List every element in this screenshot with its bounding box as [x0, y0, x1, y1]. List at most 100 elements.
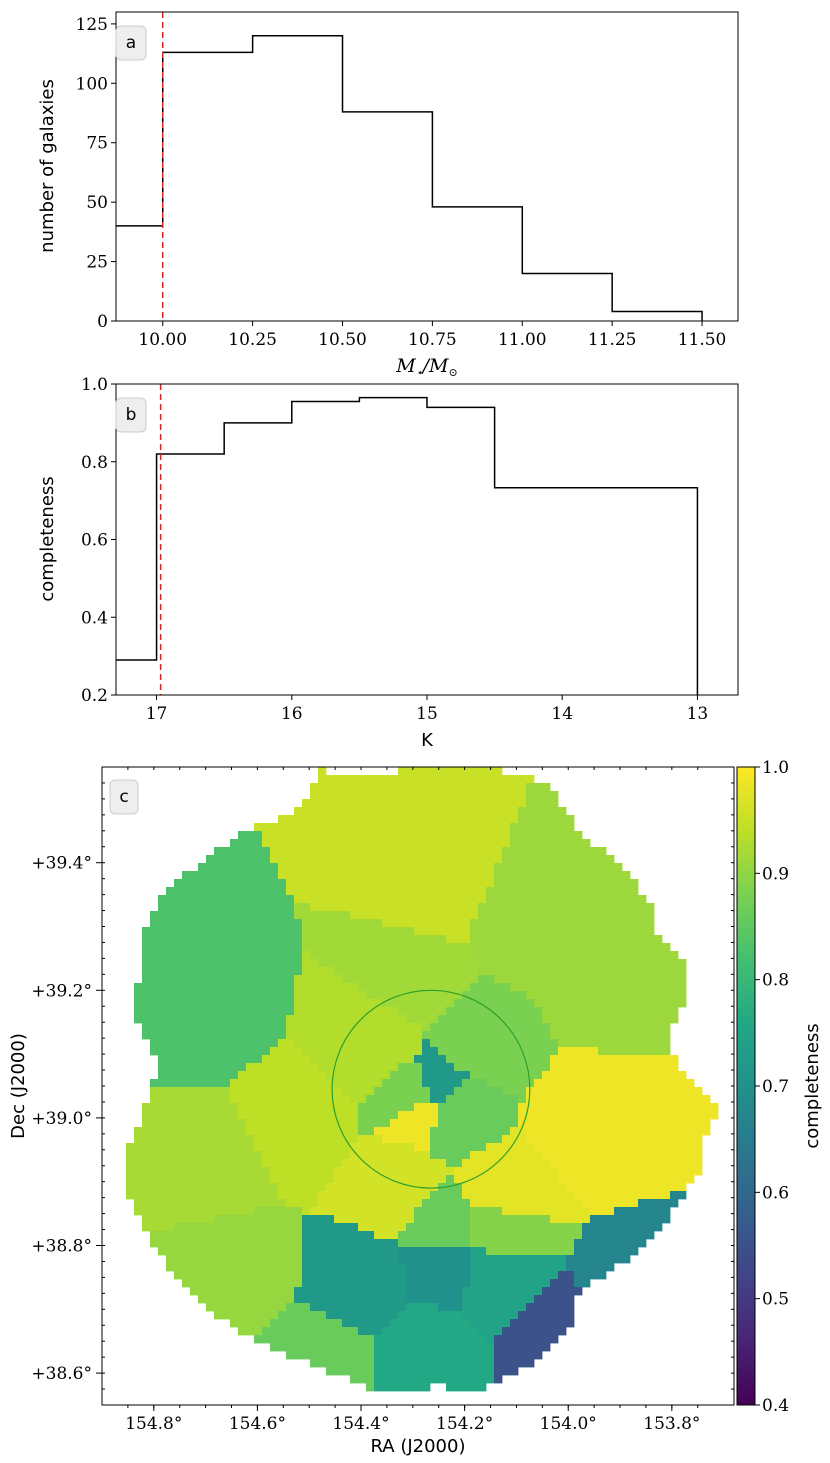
map-cell	[390, 1127, 399, 1136]
map-cell	[310, 823, 319, 832]
panel-b-ylabel: completeness	[37, 476, 58, 601]
map-cell	[374, 823, 383, 832]
map-cell	[670, 1135, 679, 1144]
map-cell	[358, 1375, 367, 1384]
map-cell	[654, 1167, 663, 1176]
map-cell	[542, 1167, 551, 1176]
map-cell	[494, 1215, 503, 1224]
map-cell	[166, 927, 175, 936]
map-cell	[526, 1351, 535, 1360]
map-cell	[374, 863, 383, 872]
map-cell	[358, 919, 367, 928]
map-cell	[302, 815, 311, 824]
map-cell	[614, 967, 623, 976]
map-cell	[358, 1359, 367, 1368]
map-cell	[318, 839, 327, 848]
map-cell	[582, 1263, 591, 1272]
map-cell	[214, 1143, 223, 1152]
panel-a-histogram: 10.00 10.25 10.50 10.75 11.00 11.25 11.50 0255…	[37, 11, 739, 379]
map-cell	[374, 1095, 383, 1104]
map-cell	[230, 1119, 239, 1128]
map-cell	[262, 1191, 271, 1200]
map-cell	[534, 863, 543, 872]
map-cell	[422, 959, 431, 968]
map-cell	[550, 815, 559, 824]
map-cell	[310, 1231, 319, 1240]
map-cell	[206, 1143, 215, 1152]
map-cell	[222, 863, 231, 872]
map-cell	[166, 1239, 175, 1248]
map-cell	[478, 991, 487, 1000]
map-cell	[606, 1151, 615, 1160]
map-cell	[446, 1319, 455, 1328]
map-cell	[454, 1295, 463, 1304]
map-cell	[238, 871, 247, 880]
map-cell	[310, 1031, 319, 1040]
map-cell	[222, 911, 231, 920]
map-cell	[606, 943, 615, 952]
map-cell	[646, 1071, 655, 1080]
map-cell	[270, 1199, 279, 1208]
map-cell	[214, 1223, 223, 1232]
map-cell	[286, 951, 295, 960]
map-cell	[518, 799, 527, 808]
map-cell	[342, 1335, 351, 1344]
map-cell	[190, 1047, 199, 1056]
map-cell	[350, 1175, 359, 1184]
map-cell	[166, 991, 175, 1000]
map-cell	[182, 983, 191, 992]
map-cell	[278, 871, 287, 880]
map-cell	[590, 1127, 599, 1136]
map-cell	[214, 927, 223, 936]
map-cell	[398, 1199, 407, 1208]
map-cell	[190, 935, 199, 944]
map-cell	[438, 1175, 447, 1184]
map-cell	[454, 1031, 463, 1040]
map-cell	[278, 1343, 287, 1352]
map-cell	[406, 1351, 415, 1360]
map-cell	[406, 991, 415, 1000]
map-cell	[534, 1143, 543, 1152]
map-cell	[302, 1119, 311, 1128]
map-cell	[366, 1095, 375, 1104]
map-cell	[558, 1103, 567, 1112]
map-cell	[134, 1143, 143, 1152]
map-cell	[574, 951, 583, 960]
map-cell	[558, 1327, 567, 1336]
map-cell	[174, 1135, 183, 1144]
map-cell	[614, 1207, 623, 1216]
map-cell	[526, 1343, 535, 1352]
map-cell	[238, 1279, 247, 1288]
map-cell	[198, 863, 207, 872]
map-cell	[550, 1271, 559, 1280]
map-cell	[446, 831, 455, 840]
map-cell	[454, 1327, 463, 1336]
map-cell	[190, 903, 199, 912]
x-tick-label: 16	[281, 704, 303, 724]
map-cell	[382, 1119, 391, 1128]
map-cell	[478, 1071, 487, 1080]
map-cell	[422, 1007, 431, 1016]
map-cell	[326, 959, 335, 968]
map-cell	[270, 1215, 279, 1224]
map-cell	[502, 1239, 511, 1248]
map-cell	[494, 999, 503, 1008]
map-cell	[478, 1247, 487, 1256]
map-cell	[166, 1231, 175, 1240]
map-cell	[302, 991, 311, 1000]
map-cell	[406, 847, 415, 856]
map-cell	[542, 1071, 551, 1080]
map-cell	[582, 1023, 591, 1032]
map-cell	[478, 1127, 487, 1136]
map-cell	[430, 807, 439, 816]
map-cell	[246, 1199, 255, 1208]
map-cell	[566, 1311, 575, 1320]
map-cell	[574, 1215, 583, 1224]
map-cell	[158, 983, 167, 992]
map-cell	[518, 1127, 527, 1136]
map-cell	[662, 1183, 671, 1192]
map-cell	[518, 1207, 527, 1216]
map-cell	[486, 935, 495, 944]
map-cell	[534, 975, 543, 984]
map-cell	[518, 1351, 527, 1360]
